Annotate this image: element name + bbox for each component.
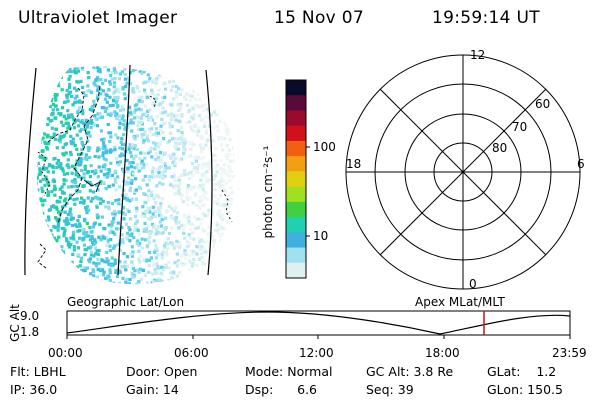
lat-label-80: 80 <box>492 141 508 155</box>
colorbar-swatch <box>286 262 306 279</box>
color-bar <box>285 79 310 279</box>
ip-status: IP: 36.0 <box>10 382 58 397</box>
colorbar-swatch <box>286 156 306 172</box>
colorbar-unit-label: photon cm⁻²s⁻¹ <box>261 145 275 239</box>
mlt-label-6: 6 <box>577 157 585 171</box>
altplot-xtick-2359: 23:59 <box>552 346 587 360</box>
altplot-axis-label: GC Alt <box>8 304 22 342</box>
gc-alt-status: GC Alt: 3.8 Re <box>366 364 454 379</box>
colorbar-tick-10: 10 <box>313 229 329 243</box>
colorbar-swatch <box>286 80 306 96</box>
gain-status: Gain: 14 <box>126 382 179 397</box>
colorbar-swatch <box>286 201 306 218</box>
altplot-xtick-1200: 12:00 <box>299 346 334 360</box>
instrument-title: Ultraviolet Imager <box>18 8 178 28</box>
colorbar-swatch <box>286 232 306 249</box>
colorbar-swatch <box>286 186 306 203</box>
dsp-status: Dsp: 6.6 <box>245 382 318 397</box>
lat-label-60: 60 <box>535 97 551 111</box>
mlt-label-0: 0 <box>469 277 477 291</box>
geographic-image <box>24 64 236 285</box>
colorbar-swatch <box>286 95 306 112</box>
glon-status: GLon: 150.5 <box>487 382 563 397</box>
colorbar-swatch <box>286 140 306 157</box>
date-label: 15 Nov 07 <box>274 8 364 28</box>
altitude-plot <box>66 310 571 339</box>
longitude-line <box>117 64 131 276</box>
polar-plot <box>345 54 581 290</box>
altplot-xtick-1800: 18:00 <box>425 346 460 360</box>
colorbar-swatch <box>286 171 306 188</box>
mlt-label-12: 12 <box>470 48 486 62</box>
colorbar-tick-100: 100 <box>313 140 336 154</box>
colorbar-swatch <box>286 247 306 264</box>
altplot-right-title: Apex MLat/MLT <box>415 295 505 309</box>
coastlines <box>37 85 233 269</box>
colorbar-swatch <box>286 217 306 233</box>
flt-status: Flt: LBHL <box>10 364 66 379</box>
colorbar-swatch <box>286 125 306 142</box>
altplot-xtick-0000: 00:00 <box>48 346 83 360</box>
glat-status: GLat: 1.2 <box>487 364 557 379</box>
altplot-left-title: Geographic Lat/Lon <box>67 295 185 309</box>
altplot-ytick-9: 9.0 <box>20 309 40 323</box>
lat-label-70: 70 <box>512 120 528 134</box>
longitude-lines <box>24 64 213 276</box>
mode-status: Mode: Normal <box>245 364 333 379</box>
seq-status: Seq: 39 <box>366 382 414 397</box>
colorbar-swatch <box>286 110 306 127</box>
longitude-line <box>205 69 213 276</box>
altplot-ytick-1-8: 1.8 <box>20 325 40 339</box>
door-status: Door: Open <box>126 364 198 379</box>
longitude-line <box>24 67 37 276</box>
time-label: 19:59:14 UT <box>432 8 540 28</box>
altplot-xtick-0600: 06:00 <box>174 346 209 360</box>
mlt-label-18: 18 <box>346 157 362 171</box>
